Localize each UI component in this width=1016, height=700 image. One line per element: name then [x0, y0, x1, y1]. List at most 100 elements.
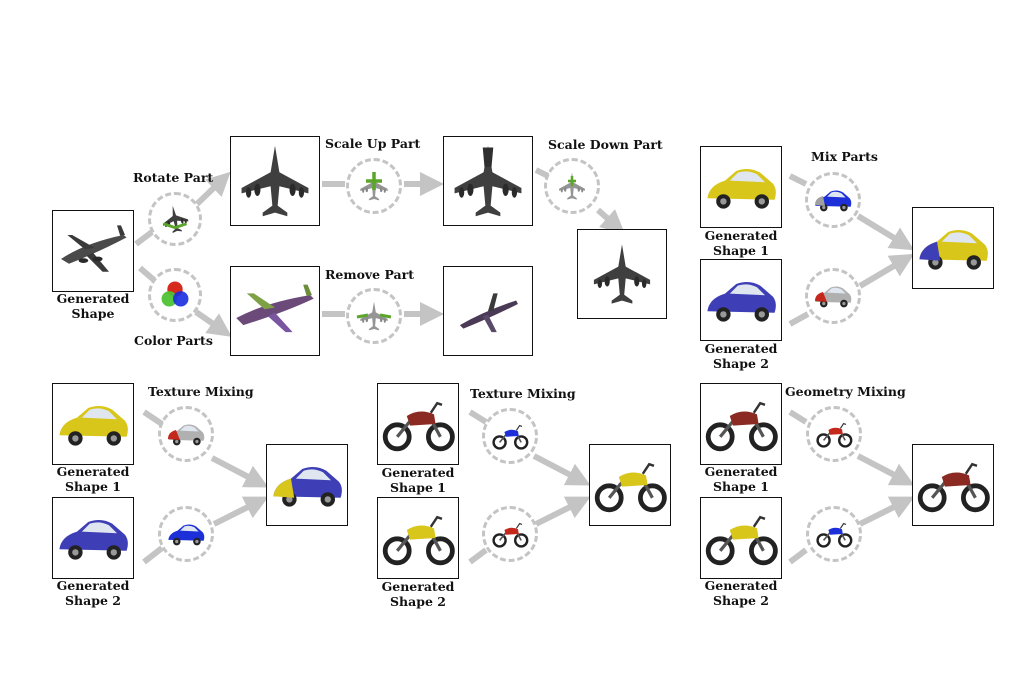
b-shape1-caption: Generated Shape 1	[686, 228, 796, 258]
d-texture-mixing-label: Texture Mixing	[470, 386, 576, 401]
mixed-car-icon	[919, 208, 993, 288]
texture-mixed-car-icon	[273, 445, 347, 525]
b-shape2-box	[700, 259, 782, 341]
arrow-c-shape1	[142, 409, 164, 427]
geometry-mixing-label: Geometry Mixing	[785, 384, 906, 399]
scaled-down-shape-box	[577, 229, 667, 319]
color-parts-label: Color Parts	[134, 333, 213, 348]
caption-line2: Shape 1	[713, 243, 769, 258]
b-shape2-caption: Generated Shape 2	[686, 341, 796, 371]
c-mix-circle-top	[158, 406, 214, 462]
d-result-box	[589, 444, 671, 526]
plane-green-part-icon	[160, 203, 190, 235]
plane-side-icon	[53, 211, 133, 291]
c-shape2-caption: Generated Shape 2	[38, 578, 148, 608]
caption-line1: Generated	[381, 465, 455, 480]
arrow-c-to-result-top	[210, 455, 269, 488]
yellow-car-icon	[53, 384, 133, 464]
caption-line1: Generated	[704, 578, 778, 593]
rotated-shape-box	[230, 136, 320, 226]
plane-top-icon	[231, 137, 319, 225]
removed-part-shape-box	[443, 266, 533, 356]
arrow-e-to-result-bottom	[858, 496, 915, 527]
blue-car-part-icon	[815, 190, 852, 212]
caption-line1: Generated	[704, 464, 778, 479]
d-shape1-caption: Generated Shape 1	[363, 465, 473, 495]
arrow-b-shape1	[788, 173, 808, 187]
blue-motorcycle-part-icon	[492, 424, 529, 450]
arrow-d-shape2	[468, 547, 488, 565]
scale-up-circle	[346, 158, 402, 214]
geometry-mixed-motorcycle-icon	[913, 445, 993, 525]
yellow-car-icon	[701, 147, 781, 227]
mix-parts-circle-top	[805, 172, 861, 228]
c-shape2-box	[52, 497, 134, 579]
c-mix-circle-bottom	[158, 506, 214, 562]
mix-parts-label: Mix Parts	[811, 149, 878, 164]
arrow-c-to-result-bottom	[212, 496, 269, 527]
yellow-motorcycle-icon	[378, 498, 458, 578]
caption-line1: Generated	[56, 464, 130, 479]
caption-line2: Shape 2	[713, 356, 769, 371]
caption-line2: Shape 1	[713, 479, 769, 494]
generated-shape-box	[52, 210, 134, 292]
caption-line1: Generated	[56, 291, 130, 306]
caption-line2: Shape 2	[713, 593, 769, 608]
d-shape2-caption: Generated Shape 2	[363, 579, 473, 609]
c-shape1-caption: Generated Shape 1	[38, 464, 148, 494]
plane-scale-up-icon	[360, 171, 388, 201]
colored-shape-box	[230, 266, 320, 356]
remove-part-label: Remove Part	[325, 267, 414, 282]
plane-colored-icon	[236, 284, 314, 333]
caption-line2: Shape	[71, 306, 115, 321]
arrow-d-to-result-top	[532, 453, 591, 486]
arrow-b-to-result-top	[856, 213, 915, 251]
remove-part-circle	[346, 288, 402, 344]
blue-motorcycle-part-icon	[816, 522, 853, 548]
rgb-circles-icon	[161, 281, 189, 307]
arrow-color-to-box	[194, 309, 232, 337]
generated-shape-caption: Generated Shape	[38, 291, 148, 321]
blue-car-part-icon	[168, 524, 205, 546]
e-mix-circle-top	[806, 406, 862, 462]
arrow-e-shape1	[788, 409, 808, 425]
d-mix-circle-bottom	[482, 506, 538, 562]
caption-line2: Shape 1	[65, 479, 121, 494]
blue-car-icon	[53, 498, 133, 578]
scale-up-label: Scale Up Part	[325, 136, 421, 151]
e-result-box	[912, 444, 994, 526]
arrow-rotate-to-box	[194, 171, 231, 207]
c-result-box	[266, 444, 348, 526]
e-shape2-caption: Generated Shape 2	[686, 578, 796, 608]
arrow-scaledown-to-box	[596, 207, 625, 234]
red-motorcycle-icon	[378, 384, 458, 464]
caption-line2: Shape 1	[390, 480, 446, 495]
rotate-part-circle	[148, 192, 202, 246]
b-shape1-box	[700, 146, 782, 228]
red-motorcycle-part-icon	[816, 422, 853, 448]
plane-top-large-tail-icon	[444, 137, 532, 225]
c-shape1-box	[52, 383, 134, 465]
rotate-part-label: Rotate Part	[133, 170, 214, 185]
red-motorcycle-icon	[701, 384, 781, 464]
scale-down-circle	[544, 158, 600, 214]
caption-line1: Generated	[704, 341, 778, 356]
arrow-b-to-result-bottom	[858, 253, 915, 289]
caption-line2: Shape 2	[390, 594, 446, 609]
plane-remove-part-icon	[356, 301, 392, 331]
b-result-box	[912, 207, 994, 289]
red-car-part-icon	[168, 424, 205, 446]
scaled-up-shape-box	[443, 136, 533, 226]
arrow-shape-to-rotate	[134, 229, 154, 247]
arrow-e-shape2	[788, 547, 808, 565]
scale-down-label: Scale Down Part	[548, 137, 663, 152]
d-shape2-box	[377, 497, 459, 579]
blue-car-icon	[701, 260, 781, 340]
caption-line2: Shape 2	[65, 593, 121, 608]
c-texture-mixing-label: Texture Mixing	[148, 384, 254, 399]
red-car-part-icon	[815, 286, 852, 308]
arrow-c-shape2	[142, 545, 164, 565]
d-mix-circle-top	[482, 408, 538, 464]
e-shape1-box	[700, 383, 782, 465]
